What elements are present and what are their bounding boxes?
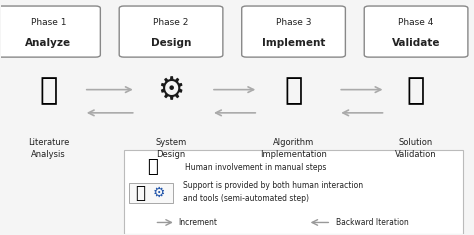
Text: 📋: 📋	[407, 76, 425, 105]
Text: Design: Design	[151, 38, 191, 48]
Text: Algorithm
Implementation: Algorithm Implementation	[260, 138, 327, 159]
FancyBboxPatch shape	[242, 6, 346, 57]
FancyBboxPatch shape	[364, 6, 468, 57]
Text: Phase 2: Phase 2	[154, 18, 189, 27]
Text: Implement: Implement	[262, 38, 325, 48]
Text: ⚙: ⚙	[157, 76, 185, 105]
Text: Support is provided by both human interaction
and tools (semi-automated step): Support is provided by both human intera…	[183, 181, 363, 203]
Text: System
Design: System Design	[155, 138, 187, 159]
FancyBboxPatch shape	[119, 6, 223, 57]
Text: Analyze: Analyze	[26, 38, 72, 48]
Text: Backward Iteration: Backward Iteration	[336, 218, 409, 227]
Text: ⚙: ⚙	[153, 186, 165, 200]
FancyBboxPatch shape	[124, 150, 463, 234]
FancyBboxPatch shape	[128, 183, 173, 204]
Text: Human involvement in manual steps: Human involvement in manual steps	[185, 163, 327, 172]
Text: 👤: 👤	[136, 184, 146, 202]
Text: Phase 1: Phase 1	[31, 18, 66, 27]
Text: Validate: Validate	[392, 38, 440, 48]
Text: Literature
Analysis: Literature Analysis	[28, 138, 69, 159]
Text: Solution
Validation: Solution Validation	[395, 138, 437, 159]
FancyBboxPatch shape	[0, 6, 100, 57]
Text: Phase 4: Phase 4	[398, 18, 434, 27]
Text: Increment: Increment	[178, 218, 217, 227]
Text: 🖥: 🖥	[284, 76, 303, 105]
Text: 🔍: 🔍	[39, 76, 58, 105]
Text: 👤: 👤	[147, 158, 157, 176]
Text: Phase 3: Phase 3	[276, 18, 311, 27]
